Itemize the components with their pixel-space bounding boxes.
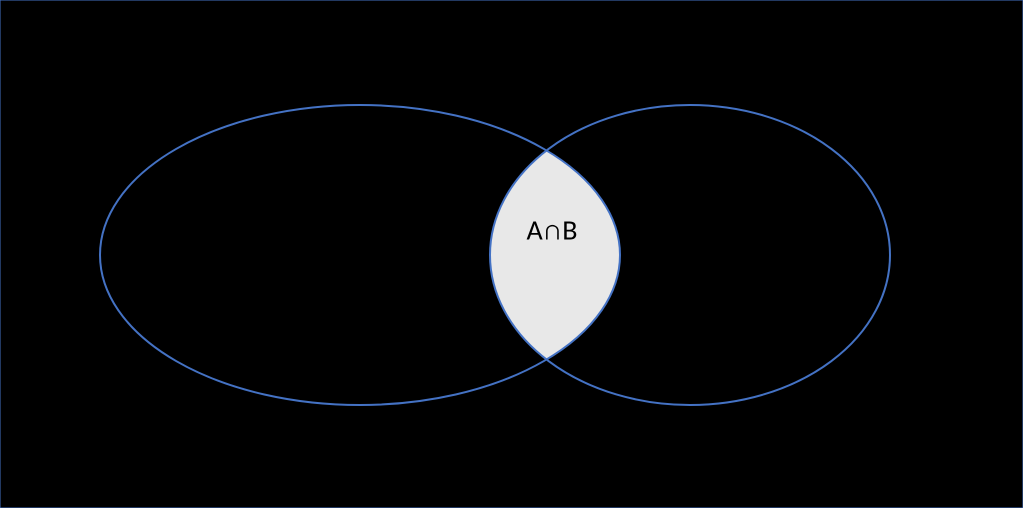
intersection-label: A∩B	[526, 213, 577, 248]
venn-diagram: A∩B	[0, 0, 1023, 508]
venn-svg	[0, 0, 1023, 508]
